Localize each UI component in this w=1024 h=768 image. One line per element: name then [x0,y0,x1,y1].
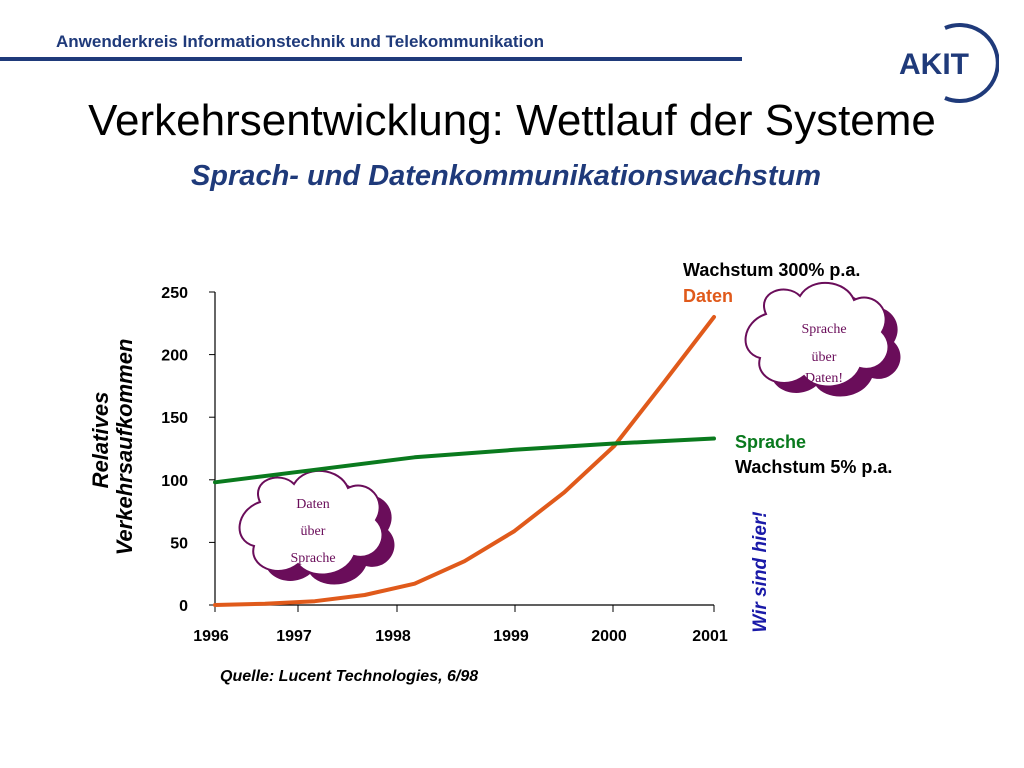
cloud-left-line-2: über [301,524,326,539]
y-tick-label: 150 [161,410,188,427]
y-axis-label-line-1: Relatives [88,392,113,489]
series-line-sprache [213,436,716,485]
x-tick-label: 1998 [375,628,411,645]
daten-growth-label: Wachstum 300% p.a. [683,260,861,280]
cloud-left-body [238,469,384,576]
y-axis-label-line-2: Verkehrsaufkommen [112,339,137,556]
cloud-left-line-1: Daten [296,497,329,512]
y-tick-label: 50 [170,535,188,552]
cloud-right-line-1: Sprache [801,322,846,337]
cloud-right-body [744,281,890,388]
here-marker: Wir sind hier! [750,511,771,632]
x-tick-label: 2000 [591,628,627,645]
y-tick-label: 250 [161,285,188,302]
sprache-series-label: Sprache [735,432,807,452]
clouds: Daten über Sprache Sprache über Daten! [238,281,901,585]
y-tick-label: 0 [179,598,188,615]
slide-subtitle: Sprach- und Datenkommunikationswachstum [190,160,822,192]
header-title: Anwenderkreis Informationstechnik und Te… [56,32,545,51]
cloud-left: Daten über Sprache [238,469,395,585]
sprache-growth-label: Wachstum 5% p.a. [735,457,893,477]
cloud-left-line-3: Sprache [290,551,335,566]
series-line-daten [213,315,716,607]
x-tick-label: 1996 [193,628,229,645]
cloud-right-line-3: Daten! [805,371,843,386]
daten-series-label: Daten [683,286,734,306]
source-note: Quelle: Lucent Technologies, 6/98 [220,668,479,685]
header-rule [0,57,742,61]
akit-logo: AKIT [899,23,999,103]
axes: 0 50 100 150 200 250 1996 1997 1998 1999 2000 2001 [161,285,728,645]
x-tick-label: 1999 [493,628,529,645]
cloud-right-line-2: über [812,350,837,365]
logo-text: AKIT [899,48,969,81]
x-tick-label: 2001 [692,628,728,645]
y-tick-label: 100 [161,473,188,490]
x-tick-label: 1997 [276,628,312,645]
series-group [213,315,716,607]
y-tick-label: 200 [161,348,188,365]
y-axis-label: Relatives Verkehrsaufkommen [88,339,137,556]
slide-title: Verkehrsentwicklung: Wettlauf der System… [88,96,936,145]
cloud-right: Sprache über Daten! [744,281,901,397]
